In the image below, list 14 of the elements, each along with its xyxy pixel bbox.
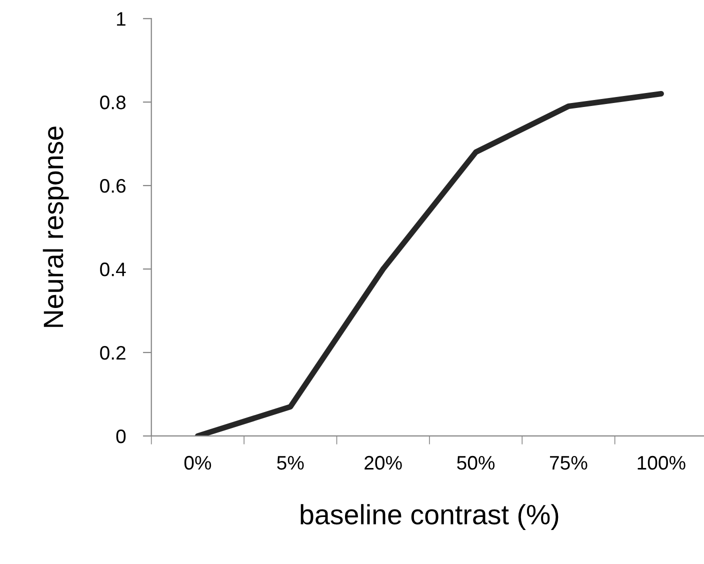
x-tick-label: 0% — [184, 456, 212, 470]
y-tick-label: 0.4 — [100, 262, 126, 276]
x-tick-label: 75% — [550, 456, 588, 470]
y-tick-label: 0.8 — [100, 96, 126, 110]
y-tick-label: 0 — [116, 429, 126, 444]
x-tick-label: 20% — [364, 456, 402, 470]
x-axis-title: baseline contrast (%) — [300, 504, 558, 530]
y-tick-label: 0.2 — [100, 346, 126, 360]
x-tick-label: 50% — [457, 456, 495, 470]
y-tick-label: 1 — [117, 12, 126, 26]
y-tick-label: 0.6 — [100, 179, 126, 193]
x-tick-label: 5% — [277, 456, 304, 470]
x-tick-label: 100% — [638, 456, 686, 470]
y-axis-title: Neural response — [42, 126, 69, 327]
